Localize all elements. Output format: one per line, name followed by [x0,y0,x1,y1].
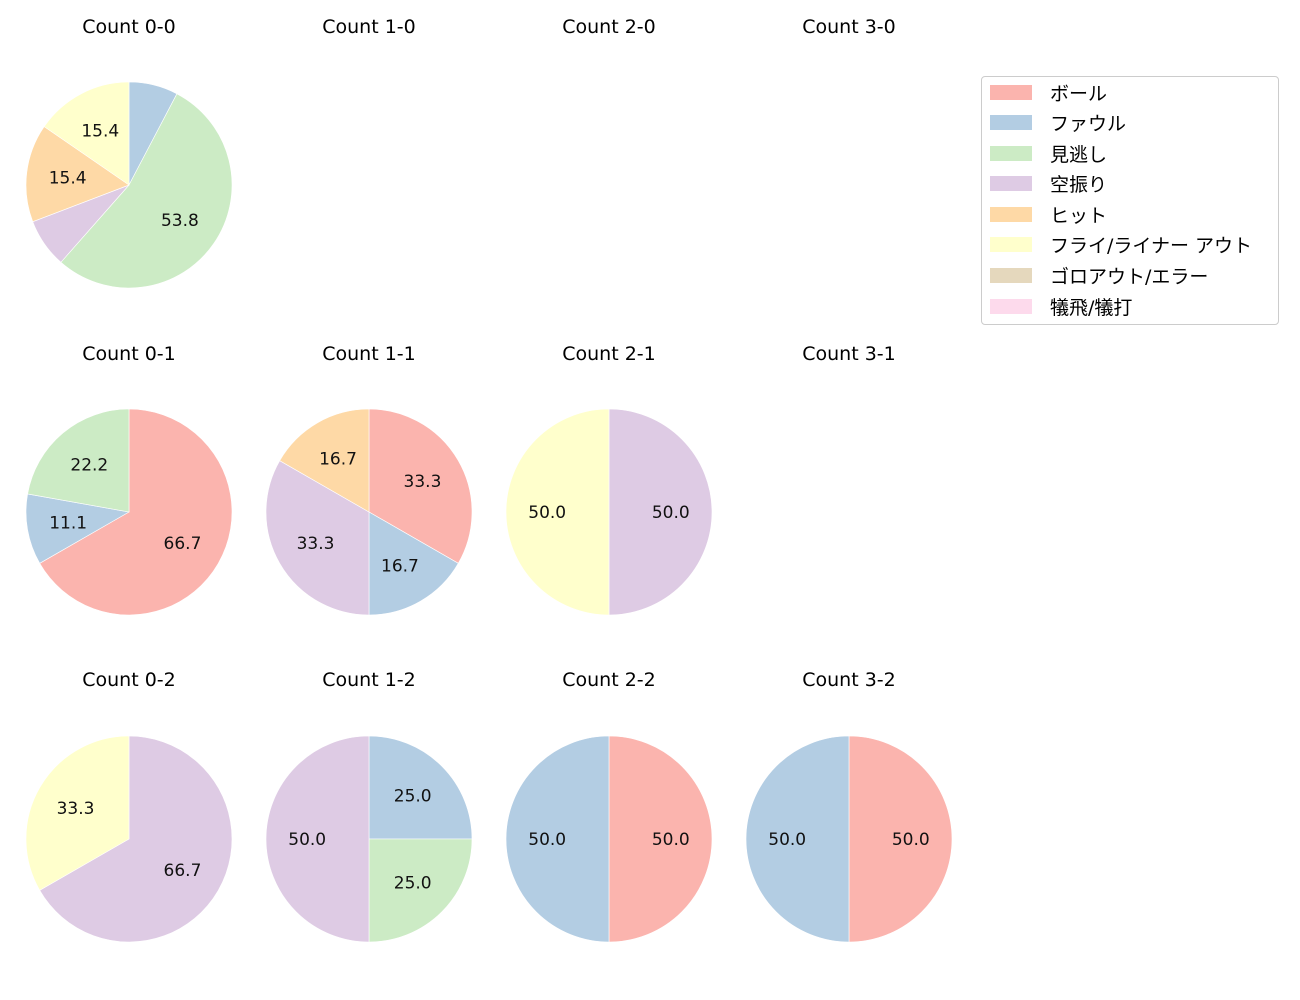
legend: ボール ファウル 見逃し 空振り ヒット フライ/ライナー アウト ゴロアウト/… [981,76,1279,325]
pie-chart: 66.7 33.3 [25,735,233,943]
legend-item-ball: ボール [990,80,1108,105]
pie-chart: 50.0 50.0 [745,735,953,943]
slice-label: 16.7 [319,450,357,470]
chart-title: Count 1-1 [322,343,416,365]
slice-label: 33.3 [404,472,442,492]
pie-slice [60,93,233,289]
legend-item-fly-liner-out: フライ/ライナー アウト [990,232,1253,257]
legend-label: ボール [1050,82,1108,105]
slice-label: 33.3 [297,534,335,554]
slice-label: 50.0 [892,830,930,850]
chart-title: Count 3-0 [802,16,896,38]
legend-item-grounder-error: ゴロアウト/エラー [990,263,1209,288]
pie-slice [608,735,713,943]
chart-title: Count 3-2 [802,669,896,691]
slice-label: 50.0 [288,830,326,850]
legend-swatch [990,298,1032,314]
legend-label: ヒット [1050,204,1108,227]
legend-label: 見逃し [1050,143,1108,166]
pie-slice [25,126,130,223]
slice-label: 66.7 [164,861,202,881]
legend-swatch [990,267,1032,283]
pie-slice [25,735,130,891]
chart-title: Count 0-2 [82,669,176,691]
slice-label: 11.1 [49,514,87,534]
legend-swatch [990,175,1032,191]
chart-title: Count 1-0 [322,16,416,38]
slice-label: 25.0 [394,786,432,806]
pie-chart: 25.0 25.0 50.0 [265,735,473,943]
slice-label: 22.2 [70,456,108,476]
legend-item-called-strike: 見逃し [990,141,1108,166]
pie-chart: 53.8 15.4 15.4 [25,81,233,289]
legend-swatch [990,114,1032,130]
legend-label: 犠飛/犠打 [1050,296,1133,319]
pie-slice [265,735,370,943]
legend-label: 空振り [1050,173,1108,196]
chart-title: Count 2-2 [562,669,656,691]
chart-title: Count 1-2 [322,669,416,691]
slice-label: 66.7 [164,534,202,554]
legend-label: フライ/ライナー アウト [1050,234,1253,257]
pie-chart: 50.0 50.0 [505,408,713,616]
slice-label: 15.4 [49,169,87,189]
slice-label: 50.0 [768,830,806,850]
slice-label: 16.7 [381,556,419,576]
legend-item-hit: ヒット [990,202,1108,227]
slice-label: 50.0 [652,503,690,523]
pie-slice [39,735,233,943]
pie-slice [25,493,130,564]
pie-slice [608,408,713,616]
pie-slice [39,408,233,616]
legend-swatch [990,206,1032,222]
pie-chart: 50.0 50.0 [505,735,713,943]
pie-slice [368,408,473,564]
pie-slice [368,735,473,840]
slice-label: 15.4 [81,121,119,141]
slice-label: 50.0 [652,830,690,850]
legend-item-foul: ファウル [990,110,1127,135]
chart-title: Count 2-1 [562,343,656,365]
pie-slice [848,735,953,943]
pie-slice [265,460,370,616]
pie-slice [368,511,459,616]
legend-swatch [990,236,1032,252]
legend-label: ファウル [1050,112,1127,135]
chart-title: Count 0-0 [82,16,176,38]
pie-slice [27,408,130,513]
slice-label: 53.8 [161,211,199,231]
pie-chart: 66.7 11.1 22.2 [25,408,233,616]
legend-item-sacrifice: 犠飛/犠打 [990,294,1133,319]
slice-label: 33.3 [57,799,95,819]
pie-chart: 33.3 16.7 33.3 16.7 [265,408,473,616]
legend-swatch [990,84,1032,100]
slice-label: 25.0 [394,874,432,894]
pie-slice [505,735,610,943]
legend-swatch [990,145,1032,161]
pie-slice [505,408,610,616]
chart-title: Count 3-1 [802,343,896,365]
pie-slice [368,838,473,943]
chart-title: Count 0-1 [82,343,176,365]
legend-label: ゴロアウト/エラー [1050,265,1209,288]
chart-title: Count 2-0 [562,16,656,38]
legend-item-swinging-strike: 空振り [990,171,1108,196]
pie-slice [745,735,850,943]
pie-slice [279,408,370,513]
slice-label: 50.0 [528,503,566,523]
pie-slice [43,81,130,186]
slice-label: 50.0 [528,830,566,850]
